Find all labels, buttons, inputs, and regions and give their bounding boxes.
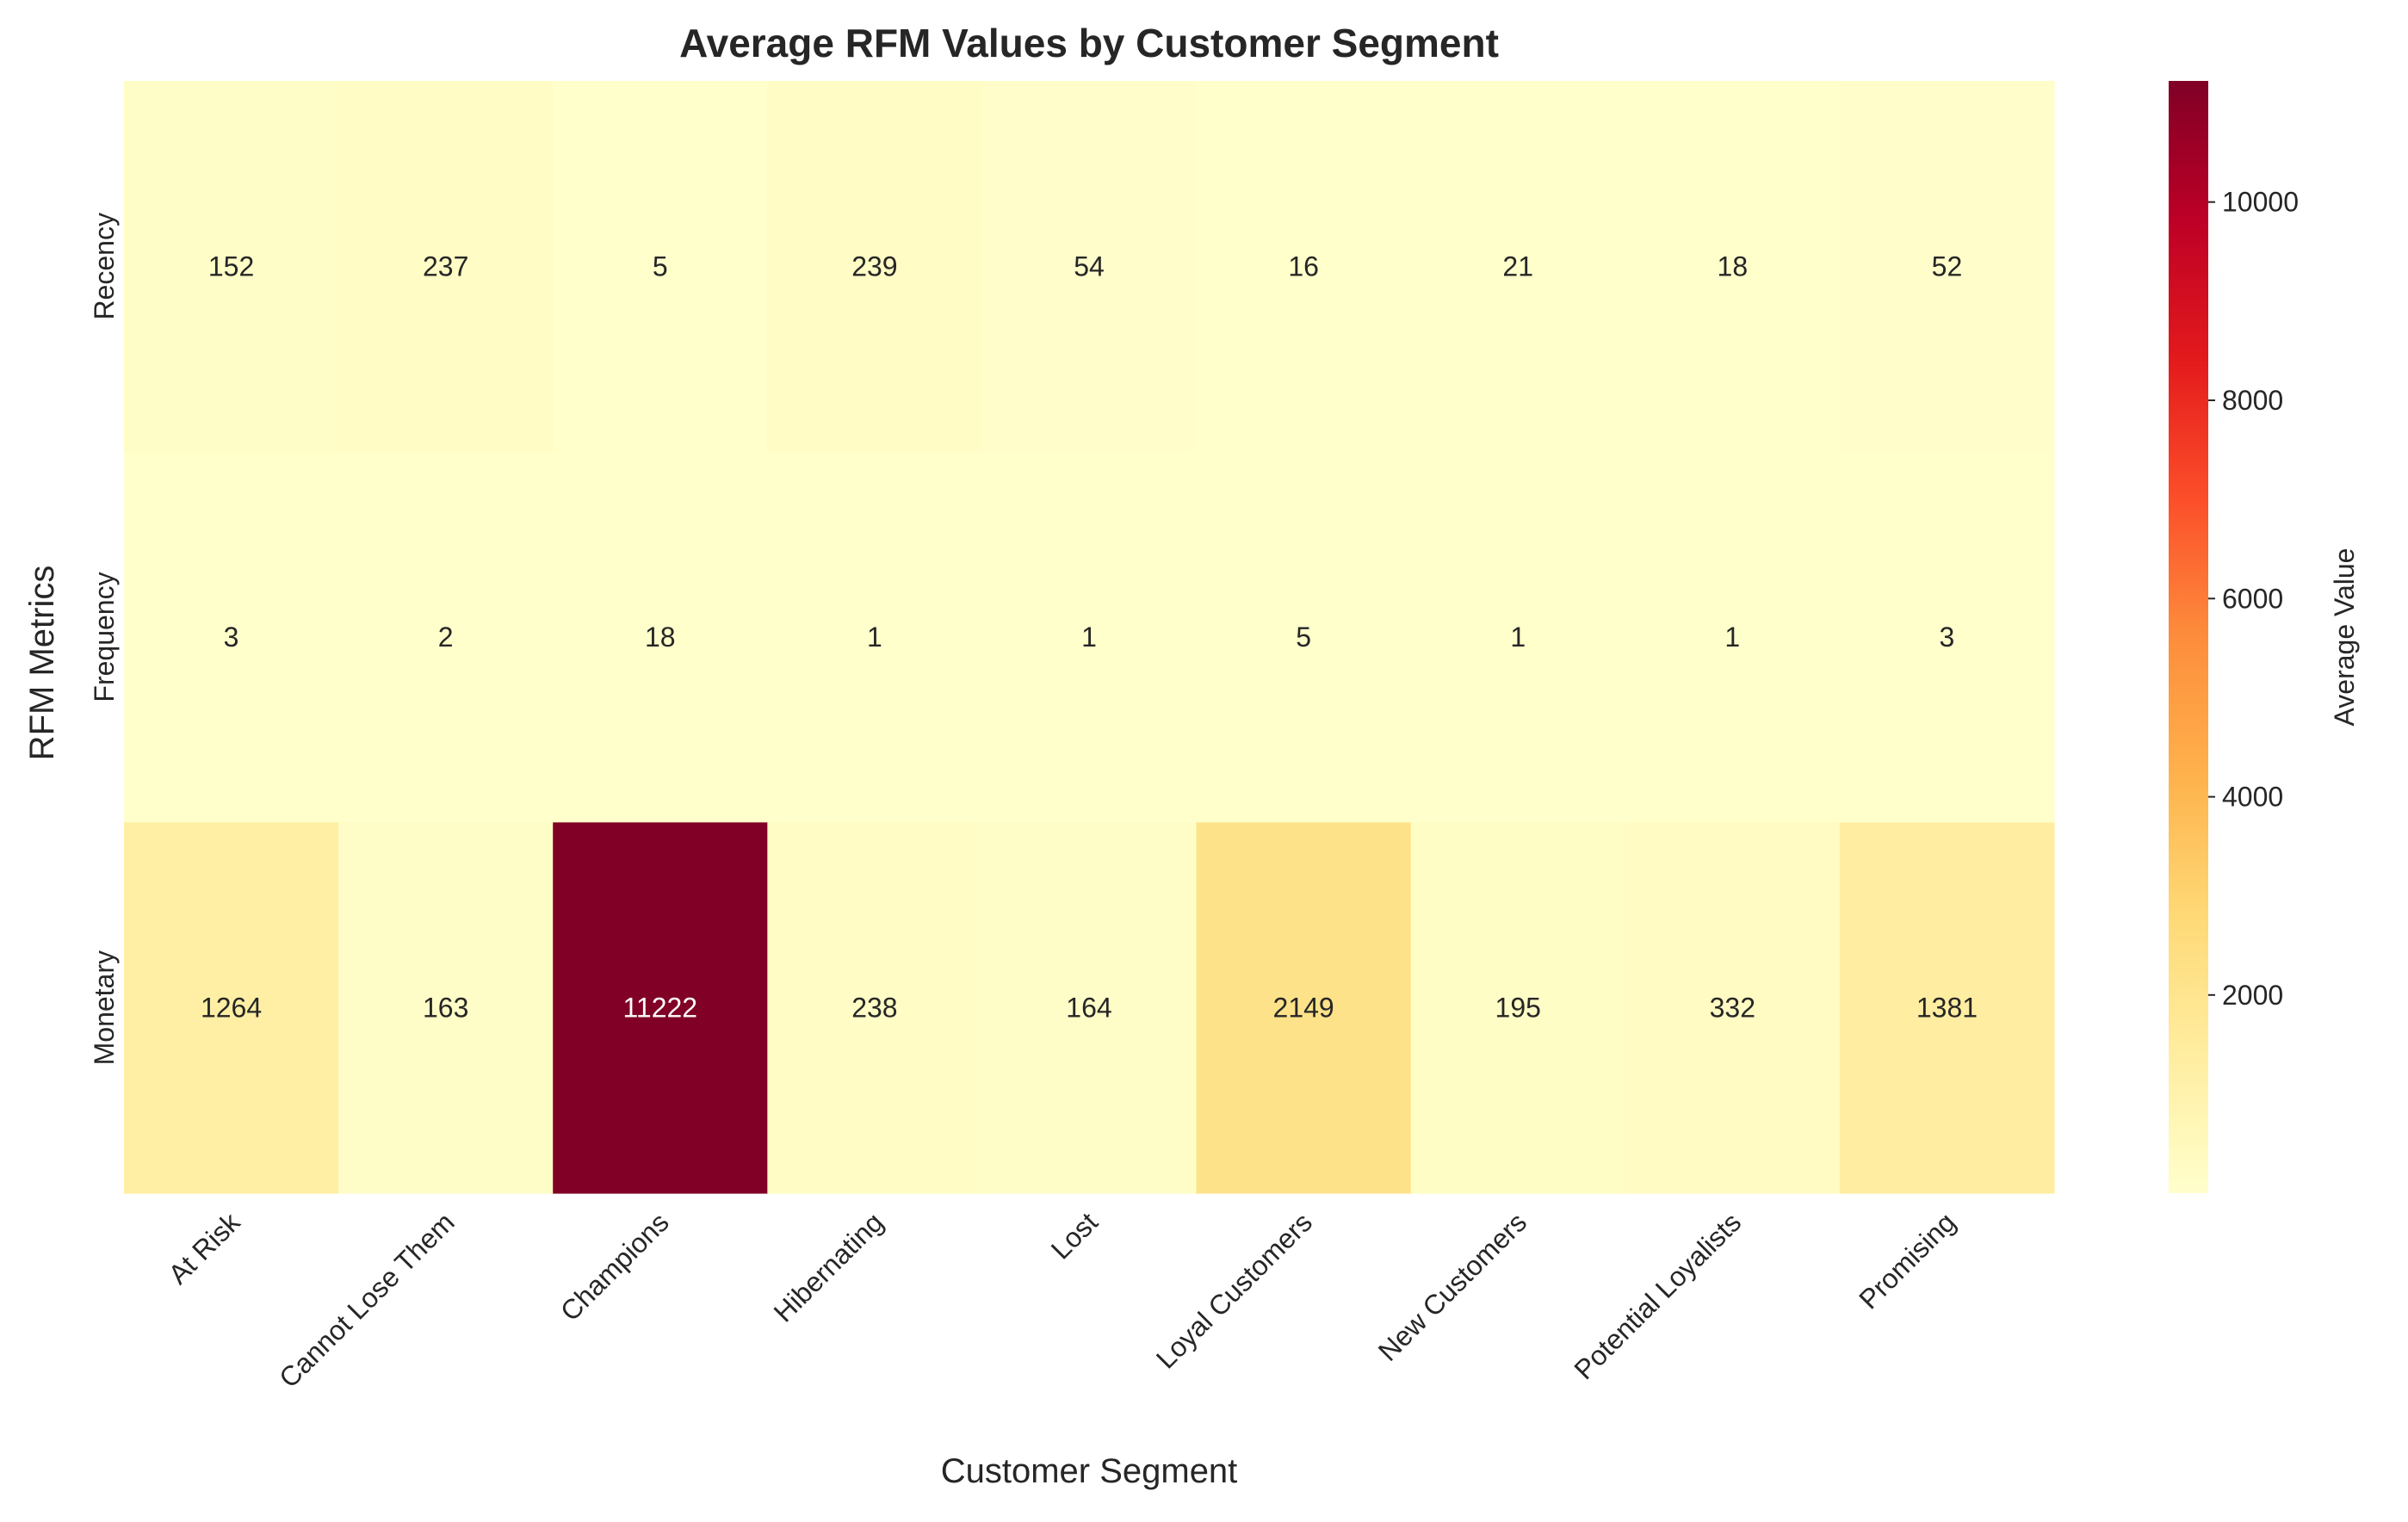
- cell-value-label: 1: [1724, 622, 1740, 653]
- cell-value-label: 239: [851, 251, 897, 282]
- heatmap-cell-labels: 152 237 5 239 54 16 21 18 52 3 2 18 1 1 5 1 1 3 1264 163 112…: [201, 251, 1978, 1023]
- heatmap-cell: [553, 451, 768, 823]
- heatmap-cell: [1410, 451, 1626, 823]
- x-tick-label: New Customers: [1372, 1206, 1532, 1366]
- x-tick-label: Hibernating: [768, 1206, 889, 1327]
- chart-title: Average RFM Values by Customer Segment: [679, 21, 1499, 65]
- cell-value-label: 1: [867, 622, 882, 653]
- heatmap-cell: [1196, 81, 1412, 453]
- x-tick-label: Champions: [554, 1206, 675, 1327]
- heatmap-cell: [1839, 822, 2055, 1194]
- heatmap-cell: [981, 822, 1198, 1194]
- cell-value-label: 3: [224, 622, 239, 653]
- heatmap-cells: [124, 81, 2055, 1194]
- heatmap-cell: [1625, 81, 1841, 453]
- heatmap-cell: [981, 81, 1198, 453]
- cell-value-label: 52: [1932, 251, 1963, 282]
- cell-value-label: 164: [1066, 993, 1111, 1024]
- cell-value-label: 16: [1288, 251, 1319, 282]
- cell-value-label: 195: [1495, 993, 1541, 1024]
- cell-value-label: 5: [1296, 622, 1311, 653]
- cell-value-label: 1: [1510, 622, 1526, 653]
- cell-value-label: 332: [1710, 993, 1755, 1024]
- colorbar-tick-label: 8000: [2222, 385, 2283, 416]
- cell-value-label: 1381: [1916, 993, 1978, 1024]
- cell-value-label: 3: [1940, 622, 1955, 653]
- x-tick-labels: At Risk Cannot Lose Them Champions Hibernat…: [162, 1206, 1961, 1394]
- x-tick-label: Lost: [1045, 1206, 1104, 1265]
- x-tick-label: Promising: [1853, 1206, 1961, 1315]
- heatmap-cell: [338, 451, 554, 823]
- y-tick-label: Recency: [89, 213, 120, 320]
- heatmap-cell: [981, 451, 1198, 823]
- cell-value-label: 18: [645, 622, 676, 653]
- heatmap-cell: [1839, 81, 2055, 453]
- y-axis-label: RFM Metrics: [23, 566, 61, 761]
- cell-value-label: 54: [1074, 251, 1105, 282]
- cell-value-label: 1264: [201, 993, 262, 1024]
- colorbar-tick-label: 10000: [2222, 187, 2299, 218]
- heatmap-cell: [124, 822, 339, 1194]
- heatmap-cell: [1625, 451, 1841, 823]
- cell-value-label: 2149: [1273, 993, 1334, 1024]
- colorbar: [2169, 81, 2208, 1193]
- heatmap-cell: [1410, 822, 1626, 1194]
- y-tick-label: Frequency: [89, 572, 120, 702]
- heatmap-cell: [338, 822, 554, 1194]
- cell-value-label: 5: [653, 251, 668, 282]
- x-tick-label: At Risk: [162, 1206, 246, 1290]
- x-tick-label: Loyal Customers: [1150, 1206, 1318, 1374]
- y-tick-label: Monetary: [89, 950, 120, 1065]
- cell-value-label: 11222: [622, 993, 697, 1024]
- heatmap-cell: [767, 822, 983, 1194]
- colorbar-tick-label: 6000: [2222, 583, 2283, 614]
- heatmap-cell: [553, 81, 768, 453]
- heatmap-cell: [1839, 451, 2055, 823]
- heatmap-cell: [1196, 822, 1412, 1194]
- y-tick-labels: Recency Frequency Monetary: [89, 213, 120, 1065]
- heatmap-cell: [1196, 451, 1412, 823]
- heatmap-cell: [767, 451, 983, 823]
- cell-value-label: 1: [1081, 622, 1097, 653]
- heatmap-cell: [124, 81, 339, 453]
- cell-value-label: 21: [1502, 251, 1533, 282]
- x-tick-label: Cannot Lose Them: [273, 1206, 460, 1393]
- heatmap-cell: [767, 81, 983, 453]
- heatmap-cell: [553, 822, 768, 1194]
- heatmap-cell: [338, 81, 554, 453]
- colorbar-tick-label: 4000: [2222, 782, 2283, 813]
- heatmap-cell: [1410, 81, 1626, 453]
- cell-value-label: 237: [423, 251, 468, 282]
- cell-value-label: 238: [851, 993, 897, 1024]
- cell-value-label: 2: [438, 622, 454, 653]
- heatmap-cell: [124, 451, 339, 823]
- x-axis-label: Customer Segment: [941, 1452, 1238, 1490]
- cell-value-label: 18: [1718, 251, 1749, 282]
- cell-value-label: 152: [208, 251, 254, 282]
- colorbar-tick-label: 2000: [2222, 980, 2283, 1011]
- heatmap-cell: [1625, 822, 1841, 1194]
- x-tick-label: Potential Loyalists: [1568, 1206, 1747, 1385]
- colorbar-label: Average Value: [2329, 548, 2360, 727]
- cell-value-label: 163: [423, 993, 468, 1024]
- colorbar-ticks: 2000 4000 6000 8000 10000: [2208, 187, 2299, 1011]
